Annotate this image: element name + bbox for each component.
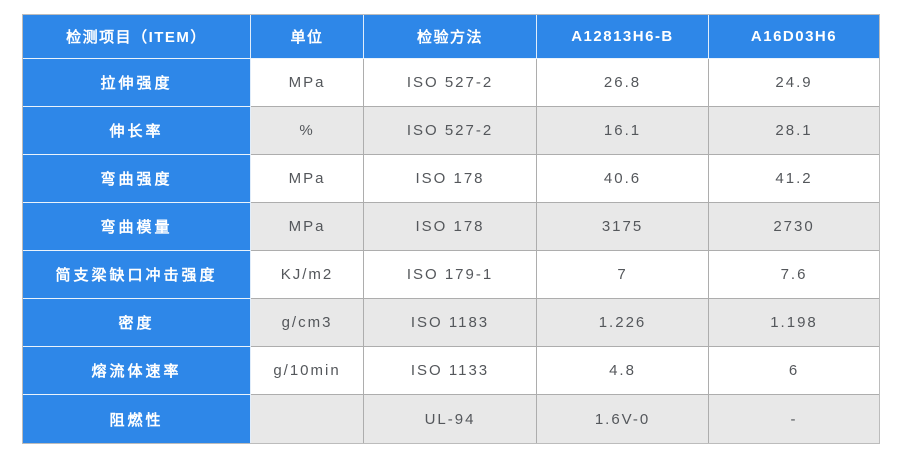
unit-value — [251, 395, 364, 443]
sample1-value: 16.1 — [537, 107, 709, 155]
method-value: UL-94 — [364, 395, 537, 443]
unit-value: % — [251, 107, 364, 155]
item-label: 伸长率 — [23, 107, 251, 155]
sample2-value: 41.2 — [709, 155, 879, 203]
sample2-value: 24.9 — [709, 59, 879, 107]
method-value: ISO 527-2 — [364, 59, 537, 107]
col-header-sample2: A16D03H6 — [709, 15, 879, 59]
col-header-unit: 单位 — [251, 15, 364, 59]
sample1-value: 26.8 — [537, 59, 709, 107]
sample1-value: 40.6 — [537, 155, 709, 203]
sample1-value: 7 — [537, 251, 709, 299]
item-label: 拉伸强度 — [23, 59, 251, 107]
table-row: 密度 g/cm3 ISO 1183 1.226 1.198 — [23, 299, 879, 347]
col-header-sample1: A12813H6-B — [537, 15, 709, 59]
sample2-value: 2730 — [709, 203, 879, 251]
col-header-method: 检验方法 — [364, 15, 537, 59]
item-label: 熔流体速率 — [23, 347, 251, 395]
sample2-value: 7.6 — [709, 251, 879, 299]
method-value: ISO 1183 — [364, 299, 537, 347]
unit-value: MPa — [251, 203, 364, 251]
table-row: 弯曲强度 MPa ISO 178 40.6 41.2 — [23, 155, 879, 203]
item-label: 阻燃性 — [23, 395, 251, 443]
sample2-value: 6 — [709, 347, 879, 395]
sample1-value: 4.8 — [537, 347, 709, 395]
method-value: ISO 1133 — [364, 347, 537, 395]
method-value: ISO 527-2 — [364, 107, 537, 155]
table-row: 简支梁缺口冲击强度 KJ/m2 ISO 179-1 7 7.6 — [23, 251, 879, 299]
item-label: 弯曲强度 — [23, 155, 251, 203]
table-body: 拉伸强度 MPa ISO 527-2 26.8 24.9 伸长率% ISO 527-2 16.… — [23, 59, 879, 443]
item-label: 密度 — [23, 299, 251, 347]
unit-value: g/cm3 — [251, 299, 364, 347]
unit-value: MPa — [251, 59, 364, 107]
item-label: 简支梁缺口冲击强度 — [23, 251, 251, 299]
table-row: 弯曲模量 MPa ISO 178 3175 2730 — [23, 203, 879, 251]
unit-value: g/10min — [251, 347, 364, 395]
sample2-value: - — [709, 395, 879, 443]
unit-value: KJ/m2 — [251, 251, 364, 299]
table-row: 阻燃性 UL-94 1.6V-0- — [23, 395, 879, 443]
sample1-value: 1.226 — [537, 299, 709, 347]
table-row: 拉伸强度 MPa ISO 527-2 26.8 24.9 — [23, 59, 879, 107]
header-row: 检测项目（ITEM） 单位 检验方法 A12813H6-B A16D03H6 — [23, 15, 879, 59]
col-header-item: 检测项目（ITEM） — [23, 15, 251, 59]
sample1-value: 3175 — [537, 203, 709, 251]
unit-value: MPa — [251, 155, 364, 203]
sample1-value: 1.6V-0 — [537, 395, 709, 443]
material-spec-table: 检测项目（ITEM） 单位 检验方法 A12813H6-B A16D03H6 拉… — [22, 14, 880, 444]
table-row: 伸长率% ISO 527-2 16.1 28.1 — [23, 107, 879, 155]
sample2-value: 28.1 — [709, 107, 879, 155]
method-value: ISO 179-1 — [364, 251, 537, 299]
method-value: ISO 178 — [364, 203, 537, 251]
sample2-value: 1.198 — [709, 299, 879, 347]
method-value: ISO 178 — [364, 155, 537, 203]
table-row: 熔流体速率 g/10min ISO 1133 4.8 6 — [23, 347, 879, 395]
item-label: 弯曲模量 — [23, 203, 251, 251]
